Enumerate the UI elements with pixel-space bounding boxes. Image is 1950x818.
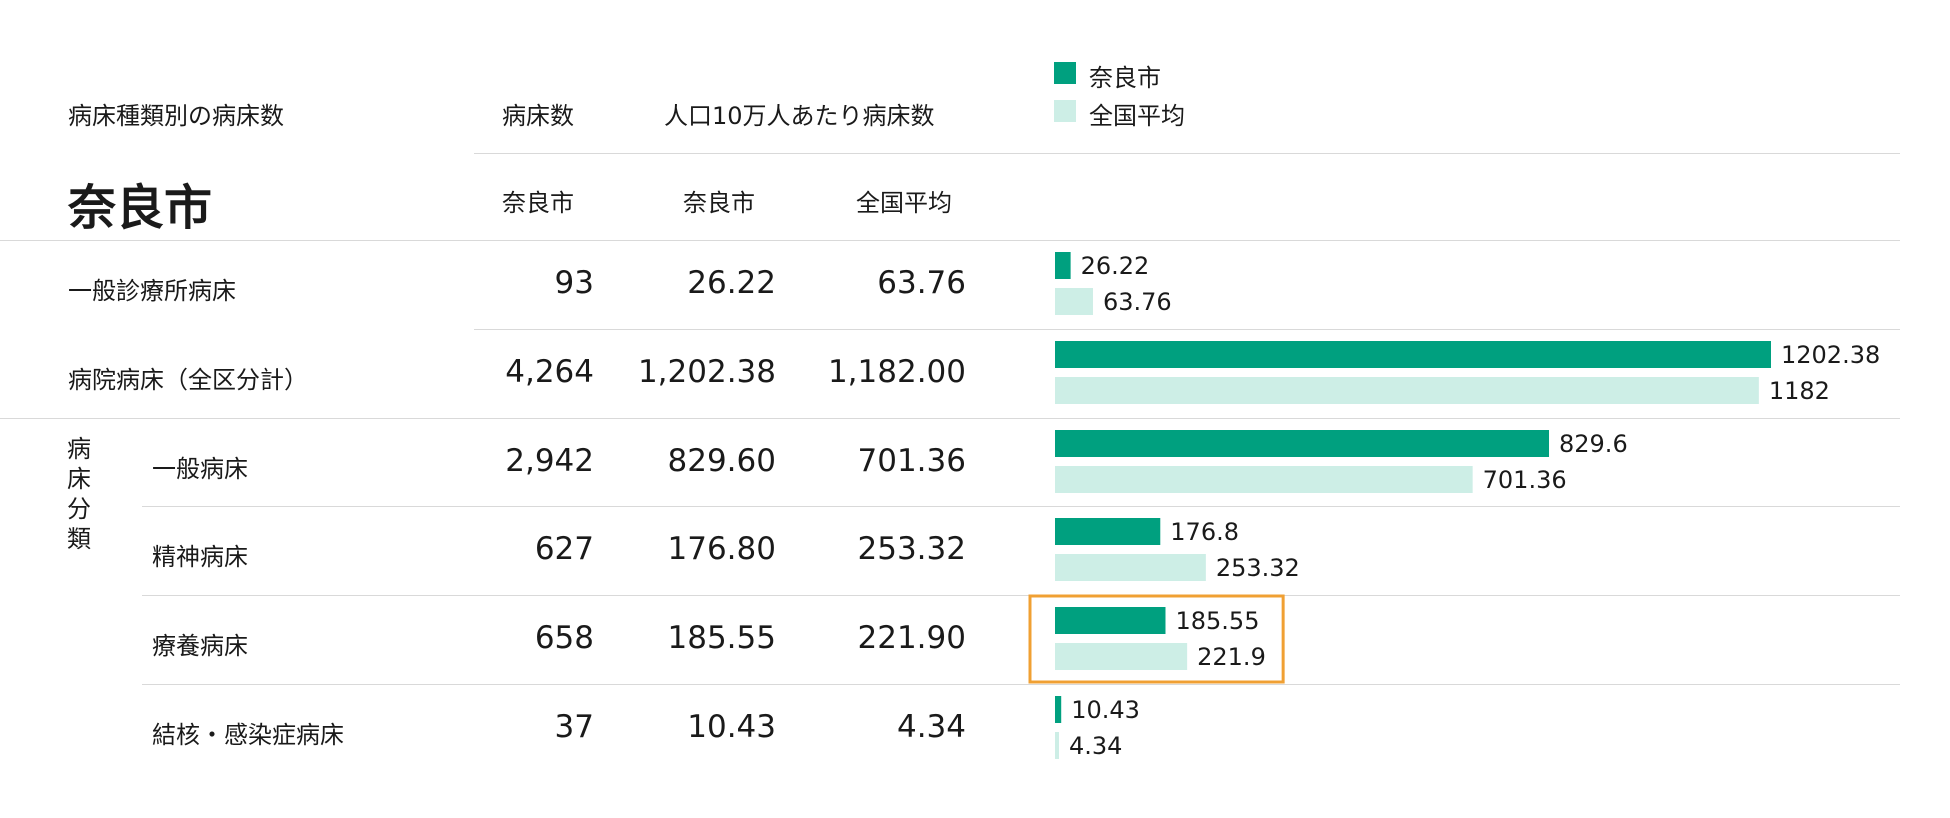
row-city-per100k: 185.55 <box>667 620 776 656</box>
row-beds: 93 <box>554 265 594 301</box>
sub-header-city-per100k: 奈良市 <box>683 189 755 217</box>
group-label-vertical: 病 床 分 類 <box>64 434 94 554</box>
bar-city <box>1055 341 1771 368</box>
legend-national-label: 全国平均 <box>1089 102 1185 130</box>
grid-line-header <box>474 153 1900 154</box>
bar-national <box>1055 643 1188 670</box>
bar-label-national: 63.76 <box>1103 288 1172 316</box>
grid-line-4 <box>142 595 1900 596</box>
bar-city <box>1055 696 1062 723</box>
row-national-per100k: 701.36 <box>857 443 966 479</box>
sub-header-national: 全国平均 <box>856 189 952 217</box>
bar-national <box>1055 377 1759 404</box>
bar-national <box>1055 288 1093 315</box>
city-title: 奈良市 <box>68 180 213 236</box>
legend-city-swatch <box>1054 62 1076 84</box>
grid-line-0 <box>0 240 1900 241</box>
row-national-per100k: 253.32 <box>857 531 966 567</box>
row-city-per100k: 176.80 <box>667 531 776 567</box>
group-label-char: 分 <box>67 495 91 523</box>
row-label: 結核・感染症病床 <box>152 721 344 749</box>
section-title: 病床種類別の病床数 <box>68 102 284 130</box>
bar-national <box>1055 466 1473 493</box>
row-city-per100k: 26.22 <box>687 265 776 301</box>
group-label-char: 類 <box>67 525 91 553</box>
row-beds: 2,942 <box>505 443 594 479</box>
grid-line-1 <box>474 329 1900 330</box>
row-national-per100k: 1,182.00 <box>827 354 966 390</box>
bar-label-city: 829.6 <box>1559 430 1628 458</box>
bar-label-national: 701.36 <box>1483 466 1567 494</box>
grid-line-3 <box>142 506 1900 507</box>
row-label: 療養病床 <box>152 632 248 660</box>
group-label-char: 床 <box>67 465 91 493</box>
bar-label-national: 253.32 <box>1216 554 1300 582</box>
bar-city <box>1055 518 1161 545</box>
row-city-per100k: 829.60 <box>667 443 776 479</box>
bar-national <box>1055 554 1206 581</box>
grid-line-5 <box>142 684 1900 685</box>
bar-label-city: 10.43 <box>1071 696 1140 724</box>
row-national-per100k: 4.34 <box>896 709 966 745</box>
bar-city <box>1055 430 1550 457</box>
bar-label-city: 26.22 <box>1081 252 1150 280</box>
legend-city-label: 奈良市 <box>1089 64 1161 92</box>
col-header-per100k: 人口10万人あたり病床数 <box>664 102 935 130</box>
row-label: 病院病床（全区分計） <box>68 366 308 394</box>
grid-line-2 <box>0 418 1900 419</box>
row-beds: 37 <box>554 709 594 745</box>
row-label: 精神病床 <box>152 543 248 571</box>
legend-national-swatch <box>1054 100 1076 122</box>
bar-city <box>1055 607 1166 634</box>
row-beds: 658 <box>534 620 594 656</box>
row-label: 一般診療所病床 <box>68 277 236 305</box>
bar-label-city: 176.8 <box>1170 518 1239 546</box>
row-city-per100k: 10.43 <box>687 709 776 745</box>
bar-national <box>1055 732 1059 759</box>
bar-label-city: 1202.38 <box>1781 341 1880 369</box>
bar-label-national: 221.9 <box>1197 643 1266 671</box>
highlight-box <box>1028 594 1285 684</box>
bar-label-city: 185.55 <box>1175 607 1259 635</box>
row-city-per100k: 1,202.38 <box>637 354 776 390</box>
bar-city <box>1055 252 1071 279</box>
row-beds: 4,264 <box>505 354 594 390</box>
bar-label-national: 1182 <box>1769 377 1830 405</box>
row-national-per100k: 63.76 <box>877 265 966 301</box>
row-label: 一般病床 <box>152 455 248 483</box>
row-beds: 627 <box>534 531 594 567</box>
group-label-char: 病 <box>67 435 91 463</box>
sub-header-city-beds: 奈良市 <box>502 189 574 217</box>
bar-label-national: 4.34 <box>1069 732 1122 760</box>
row-national-per100k: 221.90 <box>857 620 966 656</box>
col-header-beds: 病床数 <box>502 102 574 130</box>
